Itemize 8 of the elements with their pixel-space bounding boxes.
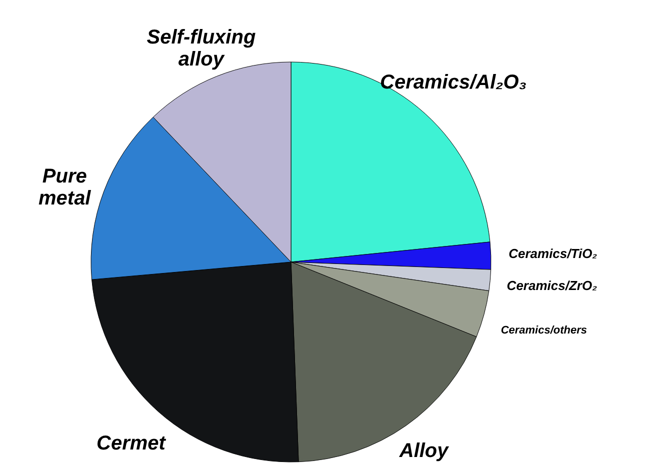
slice-label: Alloy bbox=[398, 440, 450, 462]
slice-label: Ceramics/Al₂O₃ bbox=[380, 72, 527, 94]
slice-label: Ceramics/others bbox=[500, 324, 588, 336]
slice-label: Self-fluxing alloy bbox=[146, 26, 256, 70]
slice-label: Ceramics/TiO₂ bbox=[508, 246, 598, 261]
slice-label: Cermet bbox=[96, 432, 167, 455]
slice-label: Pure metal bbox=[38, 165, 92, 210]
slice-label: Ceramics/ZrO₂ bbox=[506, 278, 598, 293]
